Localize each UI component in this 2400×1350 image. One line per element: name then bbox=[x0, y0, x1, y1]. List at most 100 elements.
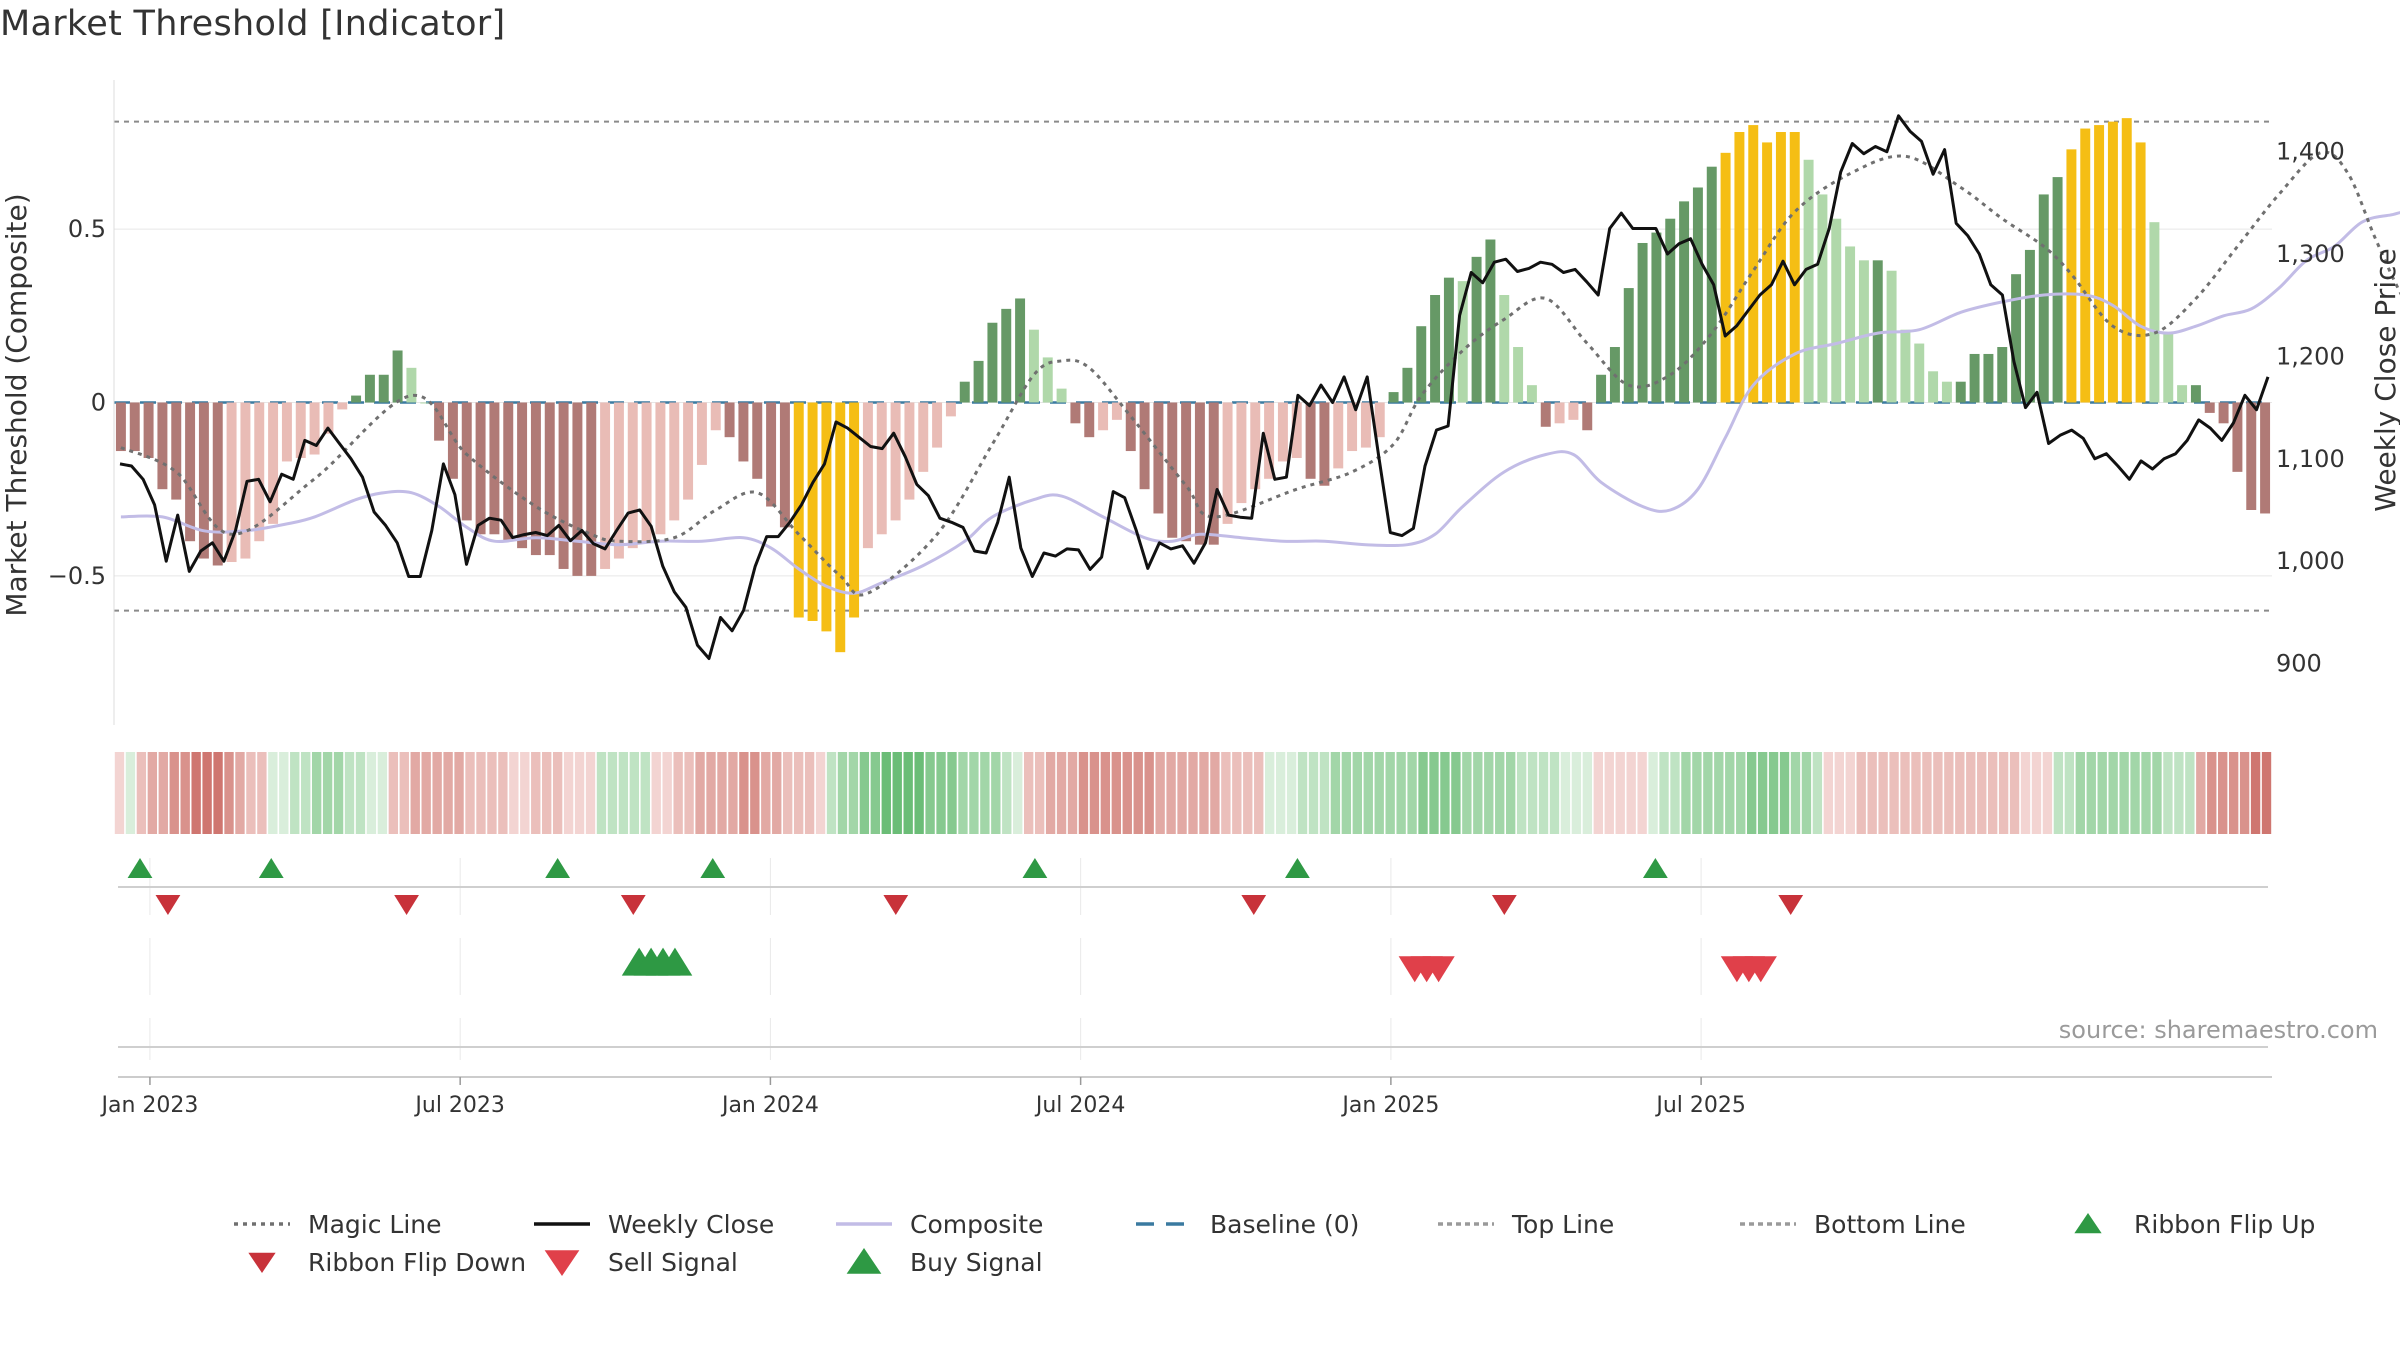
legend-item: Bottom Line bbox=[1740, 1210, 1966, 1239]
ribbon-cell bbox=[1034, 752, 1045, 834]
ribbon-cell bbox=[509, 752, 519, 834]
ribbon-cell bbox=[1100, 752, 1111, 834]
ribbon-flip-up-marker bbox=[1642, 858, 1668, 878]
composite-bar bbox=[724, 402, 735, 438]
ribbon-cell bbox=[1407, 752, 1417, 834]
ribbon-cell bbox=[2185, 752, 2195, 834]
composite-bar bbox=[1554, 402, 1565, 424]
composite-bar bbox=[309, 402, 320, 455]
ribbon-cell bbox=[1966, 752, 1976, 834]
ribbon-cell bbox=[1265, 752, 1275, 834]
ribbon-cell bbox=[2119, 752, 2129, 834]
ribbon-cell bbox=[1757, 752, 1768, 834]
composite-bar bbox=[1471, 256, 1482, 403]
ribbon-cell bbox=[640, 752, 650, 834]
composite-bar bbox=[1665, 218, 1676, 403]
composite-bar bbox=[1623, 288, 1634, 403]
ribbon-cell bbox=[1549, 752, 1560, 834]
ribbon-cell bbox=[1484, 752, 1494, 834]
ribbon-cell bbox=[1352, 752, 1362, 834]
ribbon-cell bbox=[1998, 752, 2009, 834]
composite-bar bbox=[945, 402, 956, 417]
composite-bar bbox=[1084, 402, 1095, 438]
composite-bar bbox=[1513, 347, 1524, 403]
composite-bar bbox=[2107, 121, 2118, 403]
composite-bar bbox=[1443, 277, 1454, 403]
composite-bar bbox=[600, 402, 611, 569]
ribbon-cell bbox=[585, 752, 596, 834]
ribbon-cell bbox=[1067, 752, 1078, 834]
ribbon-cell bbox=[1944, 752, 1954, 834]
ribbon-cell bbox=[355, 752, 366, 834]
ribbon-cell bbox=[673, 752, 683, 834]
ribbon-cell bbox=[1177, 752, 1187, 834]
ribbon-cell bbox=[1297, 752, 1308, 834]
ribbon-cell bbox=[552, 752, 563, 834]
composite-bar bbox=[1098, 402, 1109, 431]
ribbon-cell bbox=[388, 752, 399, 834]
ribbon-flip-up-marker bbox=[1285, 858, 1310, 878]
ribbon-cell bbox=[1801, 752, 1812, 834]
ribbon-cell bbox=[1527, 752, 1538, 834]
ribbon-cell bbox=[125, 752, 136, 834]
composite-bar bbox=[613, 402, 624, 559]
ribbon-cell bbox=[1812, 752, 1823, 834]
ribbon-cell bbox=[914, 752, 924, 834]
composite-bar bbox=[1277, 402, 1288, 462]
composite-bar bbox=[364, 374, 375, 403]
composite-bar bbox=[1928, 371, 1939, 403]
ribbon-cell bbox=[2228, 752, 2239, 834]
composite-bar bbox=[821, 402, 832, 632]
composite-bar bbox=[143, 402, 154, 458]
composite-bar bbox=[572, 402, 583, 576]
ribbon-cell bbox=[1703, 752, 1713, 834]
composite-bar bbox=[1208, 402, 1219, 545]
ribbon-cell bbox=[2218, 752, 2228, 834]
ribbon-cell bbox=[1987, 752, 1998, 834]
ribbon-cell bbox=[2053, 752, 2064, 834]
right-tick-label: 900 bbox=[2276, 650, 2322, 678]
composite-bar bbox=[627, 402, 638, 549]
signal-panels bbox=[118, 858, 2268, 1048]
composite-bar bbox=[1001, 308, 1012, 403]
composite-bar bbox=[1886, 270, 1897, 403]
composite-bar bbox=[1872, 260, 1883, 403]
composite-bar bbox=[295, 402, 306, 458]
ribbon-cell bbox=[1199, 752, 1209, 834]
ribbon-cell bbox=[1922, 752, 1932, 834]
composite-bar bbox=[1402, 367, 1413, 403]
composite-bar bbox=[1692, 187, 1703, 403]
ribbon-cell bbox=[1155, 752, 1165, 834]
composite-bar bbox=[544, 402, 555, 556]
ribbon-cell bbox=[1308, 752, 1319, 834]
weekly-close-line bbox=[119, 114, 2270, 660]
composite-bar bbox=[2218, 402, 2229, 424]
x-tick-label: Jul 2025 bbox=[1654, 1093, 1746, 1118]
ribbon-cell bbox=[1571, 752, 1582, 834]
grid-layer bbox=[114, 228, 2272, 1060]
right-tick-label: 1,000 bbox=[2276, 547, 2345, 575]
composite-bar bbox=[1900, 329, 1911, 403]
composite-bar bbox=[1374, 402, 1385, 438]
composite-bar bbox=[2232, 402, 2243, 472]
composite-bar bbox=[738, 402, 749, 462]
ribbon-cell bbox=[2009, 752, 2020, 834]
ribbon-cell bbox=[1473, 752, 1483, 834]
composite-bar bbox=[1651, 232, 1662, 403]
ribbon-cell bbox=[651, 752, 661, 834]
composite-bar bbox=[212, 402, 223, 566]
composite-bar bbox=[434, 402, 445, 441]
ribbon-cell bbox=[1418, 752, 1428, 834]
legend-swatch bbox=[846, 1248, 882, 1274]
composite-bar bbox=[752, 402, 763, 479]
ribbon-cell bbox=[520, 752, 530, 834]
ribbon-cell bbox=[2196, 752, 2206, 834]
composite-bar bbox=[2024, 249, 2035, 403]
ribbon-cell bbox=[377, 752, 388, 834]
composite-bar bbox=[2080, 128, 2091, 403]
ribbon-cell bbox=[826, 752, 837, 834]
ribbon-cell bbox=[1779, 752, 1790, 834]
ribbon-cell bbox=[2152, 752, 2162, 834]
ribbon-cell bbox=[1210, 752, 1220, 834]
ribbon-cell bbox=[1856, 752, 1866, 834]
